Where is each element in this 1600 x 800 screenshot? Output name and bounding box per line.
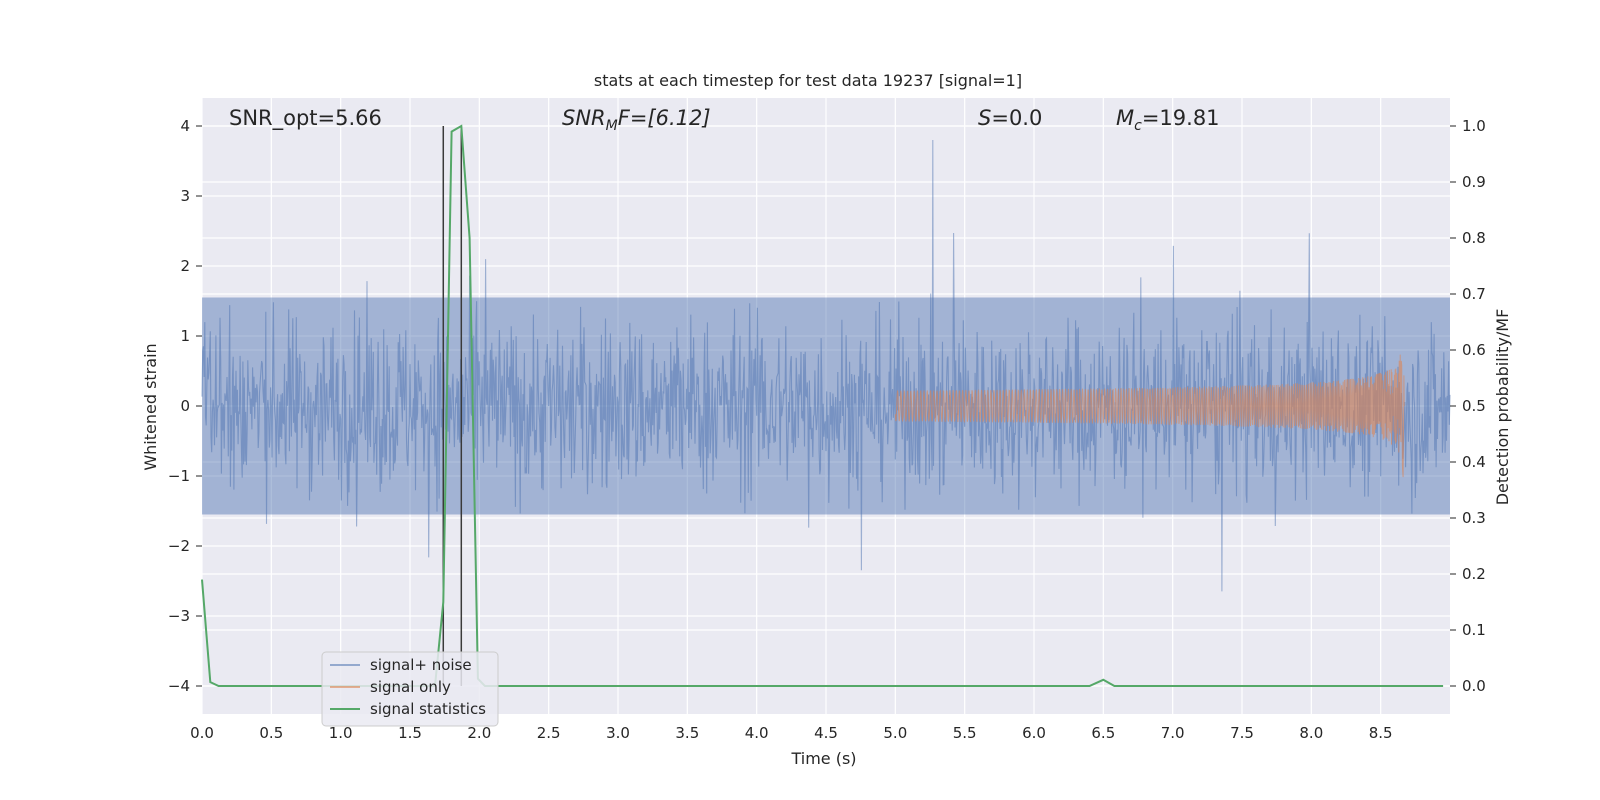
y-right-tick-label: 0.9 <box>1462 173 1486 191</box>
y-right-tick-label: 0.0 <box>1462 677 1486 695</box>
y-right-axis-ticks: 1.0 0.9 0.8 0.7 0.6 0.5 0.4 0.3 0.2 0.1 0.0 <box>1450 117 1486 695</box>
x-tick-label: 1.0 <box>329 724 353 742</box>
x-tick-label: 4.0 <box>745 724 769 742</box>
y-tick-label: −4 <box>168 677 190 695</box>
y-right-tick-label: 1.0 <box>1462 117 1486 135</box>
series-signal-only <box>894 354 1405 478</box>
y-right-tick-label: 0.7 <box>1462 285 1486 303</box>
chart-title: stats at each timestep for test data 192… <box>594 71 1022 90</box>
y-tick-label: 2 <box>180 257 190 275</box>
x-tick-label: 4.5 <box>814 724 838 742</box>
y-tick-label: 0 <box>180 397 190 415</box>
x-tick-label: 1.5 <box>398 724 422 742</box>
x-tick-label: 5.5 <box>953 724 977 742</box>
mc-sub: c <box>1134 118 1142 134</box>
x-tick-label: 8.5 <box>1369 724 1393 742</box>
legend: signal+ noise signal only signal statist… <box>321 651 499 727</box>
x-axis-ticks: 0.0 0.5 1.0 1.5 2.0 2.5 3.0 3.5 4.0 4.5 5.0 5.5 6.0 6… <box>190 724 1393 742</box>
legend-label-signal: signal only <box>370 678 451 696</box>
noise-trace <box>201 139 1451 592</box>
y-right-tick-label: 0.5 <box>1462 397 1486 415</box>
y-tick-label: 4 <box>180 117 190 135</box>
snr-mf-sub: M <box>606 118 618 134</box>
mc-suffix: =19.81 <box>1142 106 1220 130</box>
annotation-snr-mf: SNRMF=[6.12] <box>562 106 711 134</box>
legend-label-noise: signal+ noise <box>370 656 472 674</box>
y-right-axis-label: Detection probability/MF <box>1493 309 1512 506</box>
y-right-tick-label: 0.2 <box>1462 565 1486 583</box>
x-tick-label: 5.0 <box>883 724 907 742</box>
x-tick-label: 0.0 <box>190 724 214 742</box>
y-right-tick-label: 0.3 <box>1462 509 1486 527</box>
x-tick-label: 2.5 <box>537 724 561 742</box>
x-tick-label: 3.5 <box>675 724 699 742</box>
s-prefix: S <box>978 106 991 130</box>
annotation-s: S=0.0 <box>978 106 1042 130</box>
legend-box <box>321 651 499 727</box>
y-right-tick-label: 0.6 <box>1462 341 1486 359</box>
x-tick-label: 6.5 <box>1091 724 1115 742</box>
legend-label-stats: signal statistics <box>370 700 486 718</box>
y-tick-label: −3 <box>168 607 190 625</box>
x-tick-label: 8.0 <box>1299 724 1323 742</box>
y-right-tick-label: 0.4 <box>1462 453 1486 471</box>
x-axis-label: Time (s) <box>790 749 856 768</box>
mc-prefix: M <box>1116 106 1134 130</box>
x-tick-label: 0.5 <box>259 724 283 742</box>
x-tick-label: 2.0 <box>467 724 491 742</box>
y-tick-label: −1 <box>168 467 190 485</box>
y-right-tick-label: 0.8 <box>1462 229 1486 247</box>
snr-mf-prefix: SNR <box>562 106 606 130</box>
annotation-snr-opt: SNR_opt=5.66 <box>229 106 382 131</box>
s-suffix: =0.0 <box>991 106 1042 130</box>
y-tick-label: 3 <box>180 187 190 205</box>
y-tick-label: −2 <box>168 537 190 555</box>
y-right-tick-label: 0.1 <box>1462 621 1486 639</box>
chirp-trace <box>894 354 1405 478</box>
x-tick-label: 7.0 <box>1161 724 1185 742</box>
x-tick-label: 6.0 <box>1022 724 1046 742</box>
snr-mf-suffix: F=[6.12] <box>618 106 711 130</box>
x-tick-label: 7.5 <box>1230 724 1254 742</box>
y-tick-label: 1 <box>180 327 190 345</box>
x-tick-label: 3.0 <box>606 724 630 742</box>
y-axis-ticks: 4 3 2 1 0 −1 −2 −3 −4 <box>168 117 202 695</box>
annotation-mc: Mc=19.81 <box>1116 106 1220 134</box>
y-axis-label: Whitened strain <box>141 343 160 470</box>
